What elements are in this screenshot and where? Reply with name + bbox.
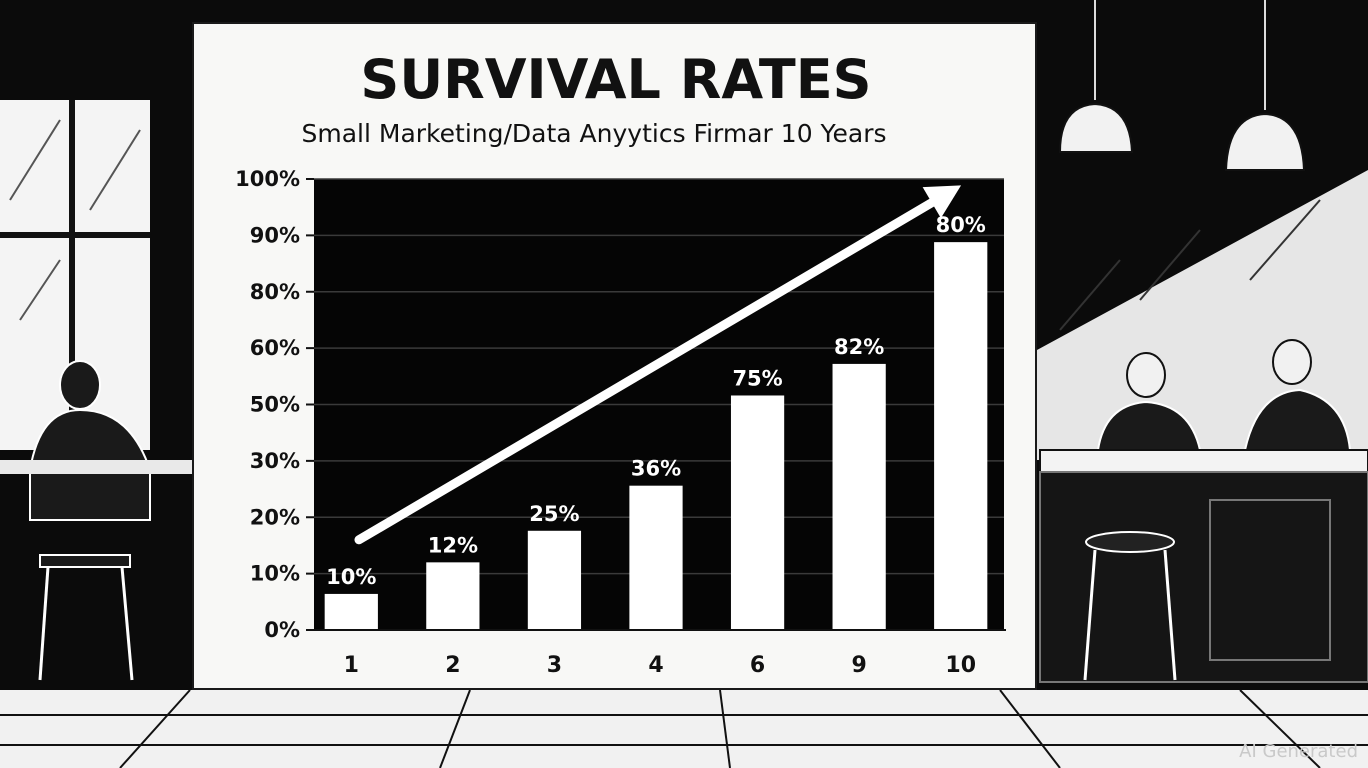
data-label: 36% bbox=[631, 457, 681, 481]
x-tick-label: 10 bbox=[945, 653, 976, 678]
pendant-lamp-left bbox=[1058, 0, 1134, 153]
y-axis-ticks: 0% 10% 20% 30% 50% 60% 80% 90% 100% bbox=[235, 167, 314, 642]
y-tick-label: 30% bbox=[250, 449, 300, 473]
x-tick-label: 4 bbox=[648, 653, 663, 678]
bar bbox=[934, 242, 988, 630]
y-tick-label: 50% bbox=[250, 393, 300, 417]
bar bbox=[324, 593, 378, 630]
bar-chart: SURVIVAL RATES Small Marketing/Data Anyy… bbox=[235, 48, 1006, 678]
x-tick-label: 9 bbox=[851, 653, 866, 678]
data-labels: 10% 12% 25% 36% 75% 82% 80% bbox=[326, 213, 986, 589]
floor-tiles bbox=[0, 689, 1368, 768]
x-tick-label: 2 bbox=[445, 653, 460, 678]
chart-card: SURVIVAL RATES Small Marketing/Data Anyy… bbox=[192, 22, 1037, 690]
data-label: 82% bbox=[834, 335, 884, 359]
y-tick-label: 90% bbox=[250, 223, 300, 247]
bar bbox=[629, 485, 683, 630]
watermark-text: AI Generated bbox=[1239, 741, 1358, 762]
bar-stool-right bbox=[1083, 531, 1177, 681]
trend-arrow-head bbox=[922, 185, 962, 219]
data-label: 10% bbox=[326, 565, 376, 589]
data-label: 12% bbox=[428, 533, 478, 557]
x-axis-ticks: 1 2 3 4 6 9 10 bbox=[344, 653, 976, 678]
trend-arrow bbox=[354, 185, 962, 545]
y-tick-label: 10% bbox=[250, 562, 300, 586]
y-tick-label: 0% bbox=[264, 618, 300, 642]
right-bar-counter bbox=[1039, 449, 1368, 683]
x-tick-label: 1 bbox=[344, 653, 359, 678]
right-wall-light bbox=[1037, 170, 1368, 460]
bar bbox=[426, 562, 480, 630]
data-label: 25% bbox=[529, 502, 579, 526]
x-tick-label: 3 bbox=[547, 653, 562, 678]
two-men-at-bar bbox=[1096, 339, 1352, 451]
y-tick-label: 60% bbox=[250, 336, 300, 360]
chart-subtitle: Small Marketing/Data Anyytics Firmar 10 … bbox=[302, 119, 887, 148]
left-counter bbox=[0, 460, 192, 474]
pendant-lamp-right bbox=[1224, 0, 1306, 171]
data-label: 75% bbox=[732, 366, 782, 390]
bar bbox=[832, 363, 886, 630]
trend-arrow-shaft bbox=[354, 188, 954, 545]
x-tick-label: 6 bbox=[750, 653, 765, 678]
bars bbox=[324, 242, 988, 630]
data-label: 80% bbox=[936, 213, 986, 237]
bar bbox=[527, 530, 582, 630]
y-tick-label: 100% bbox=[235, 167, 300, 191]
y-tick-label: 80% bbox=[250, 280, 300, 304]
chart-title: SURVIVAL RATES bbox=[360, 48, 871, 111]
bar bbox=[730, 395, 785, 630]
y-tick-label: 20% bbox=[250, 505, 300, 529]
